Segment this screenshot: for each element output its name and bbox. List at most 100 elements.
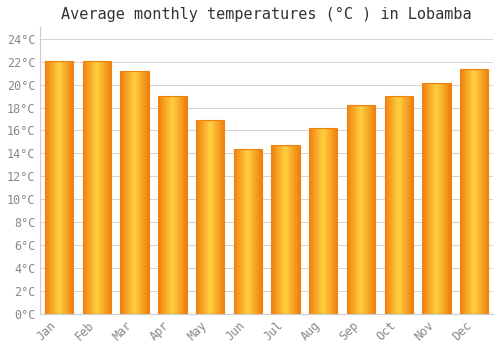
- Bar: [109, 61, 110, 314]
- Bar: [352, 105, 353, 314]
- Bar: [447, 83, 448, 314]
- Bar: [213, 120, 214, 314]
- Bar: [211, 120, 212, 314]
- Title: Average monthly temperatures (°C ) in Lobamba: Average monthly temperatures (°C ) in Lo…: [62, 7, 472, 22]
- Bar: [287, 145, 288, 314]
- Bar: [309, 128, 310, 314]
- Bar: [327, 128, 328, 314]
- Bar: [312, 128, 314, 314]
- Bar: [317, 128, 318, 314]
- Bar: [201, 120, 202, 314]
- Bar: [45, 61, 74, 314]
- Bar: [448, 83, 449, 314]
- Bar: [326, 128, 327, 314]
- Bar: [314, 128, 315, 314]
- Bar: [210, 120, 211, 314]
- Bar: [107, 61, 108, 314]
- Bar: [64, 61, 65, 314]
- Bar: [272, 145, 273, 314]
- Bar: [46, 61, 47, 314]
- Bar: [84, 61, 85, 314]
- Bar: [347, 105, 348, 314]
- Bar: [285, 145, 286, 314]
- Bar: [358, 105, 359, 314]
- Bar: [428, 83, 430, 314]
- Bar: [391, 96, 392, 314]
- Bar: [48, 61, 50, 314]
- Bar: [278, 145, 279, 314]
- Bar: [288, 145, 289, 314]
- Bar: [357, 105, 358, 314]
- Bar: [253, 149, 254, 314]
- Bar: [394, 96, 395, 314]
- Bar: [332, 128, 333, 314]
- Bar: [480, 69, 482, 314]
- Bar: [176, 96, 178, 314]
- Bar: [398, 96, 400, 314]
- Bar: [424, 83, 425, 314]
- Bar: [388, 96, 389, 314]
- Bar: [411, 96, 412, 314]
- Bar: [128, 71, 129, 314]
- Bar: [255, 149, 256, 314]
- Bar: [121, 71, 122, 314]
- Bar: [136, 71, 137, 314]
- Bar: [68, 61, 69, 314]
- Bar: [102, 61, 104, 314]
- Bar: [365, 105, 366, 314]
- Bar: [172, 96, 173, 314]
- Bar: [215, 120, 216, 314]
- Bar: [356, 105, 357, 314]
- Bar: [146, 71, 148, 314]
- Bar: [52, 61, 53, 314]
- Bar: [407, 96, 408, 314]
- Bar: [198, 120, 199, 314]
- Bar: [71, 61, 72, 314]
- Bar: [260, 149, 262, 314]
- Bar: [369, 105, 370, 314]
- Bar: [50, 61, 51, 314]
- Bar: [245, 149, 246, 314]
- Bar: [350, 105, 351, 314]
- Bar: [223, 120, 224, 314]
- Bar: [90, 61, 91, 314]
- Bar: [463, 69, 464, 314]
- Bar: [422, 83, 450, 314]
- Bar: [351, 105, 352, 314]
- Bar: [291, 145, 292, 314]
- Bar: [273, 145, 274, 314]
- Bar: [259, 149, 260, 314]
- Bar: [54, 61, 55, 314]
- Bar: [286, 145, 287, 314]
- Bar: [246, 149, 247, 314]
- Bar: [401, 96, 402, 314]
- Bar: [371, 105, 372, 314]
- Bar: [110, 61, 111, 314]
- Bar: [465, 69, 466, 314]
- Bar: [45, 61, 46, 314]
- Bar: [87, 61, 88, 314]
- Bar: [222, 120, 223, 314]
- Bar: [315, 128, 316, 314]
- Bar: [321, 128, 322, 314]
- Bar: [143, 71, 144, 314]
- Bar: [432, 83, 433, 314]
- Bar: [169, 96, 170, 314]
- Bar: [217, 120, 218, 314]
- Bar: [484, 69, 485, 314]
- Bar: [145, 71, 146, 314]
- Bar: [475, 69, 476, 314]
- Bar: [86, 61, 87, 314]
- Bar: [164, 96, 166, 314]
- Bar: [274, 145, 275, 314]
- Bar: [468, 69, 469, 314]
- Bar: [277, 145, 278, 314]
- Bar: [183, 96, 184, 314]
- Bar: [56, 61, 57, 314]
- Bar: [238, 149, 240, 314]
- Bar: [290, 145, 291, 314]
- Bar: [289, 145, 290, 314]
- Bar: [363, 105, 364, 314]
- Bar: [178, 96, 180, 314]
- Bar: [333, 128, 334, 314]
